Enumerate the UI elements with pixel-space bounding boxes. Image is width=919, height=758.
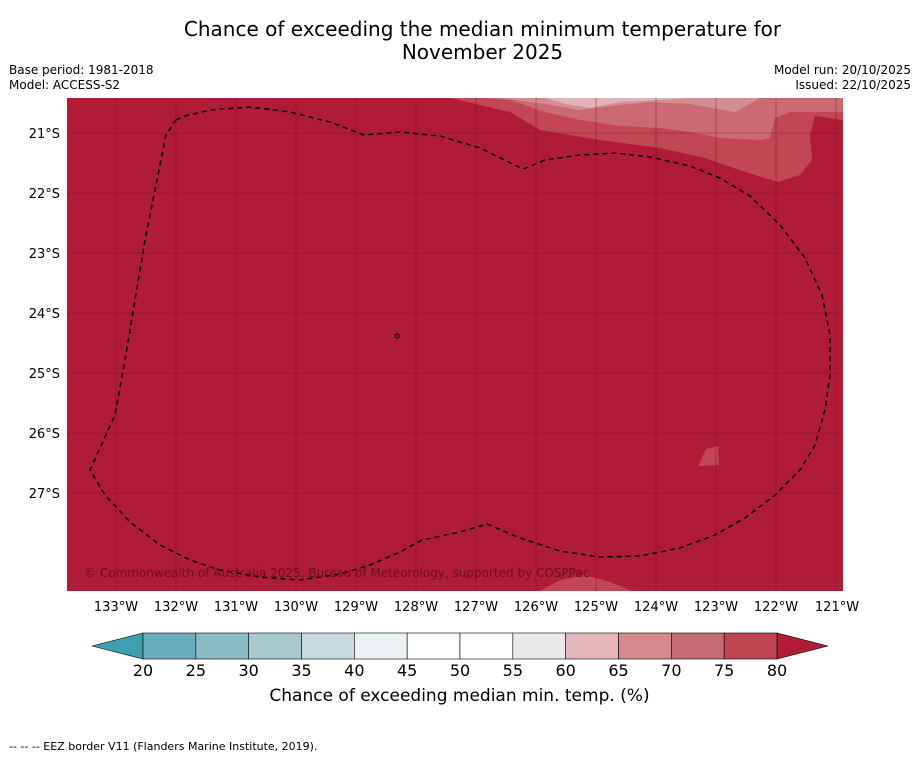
map-title: Chance of exceeding the median minimum t… [90,18,875,64]
colorbar-tick-label: 80 [767,661,787,680]
lon-label: 123°W [694,600,738,615]
colorbar-tick-label: 30 [238,661,258,680]
colorbar-segments [142,632,778,660]
patch-75-80 [698,446,719,466]
lon-labels: 133°W 132°W 131°W 130°W 129°W 128°W 127°… [94,600,859,615]
lat-label: 26°S [29,427,60,442]
eez-footer-note: -- -- -- EEZ border V11 (Flanders Marine… [9,740,318,753]
colorbar-segment [459,632,514,660]
lon-label: 129°W [334,600,378,615]
lon-label: 131°W [214,600,258,615]
lon-label: 130°W [274,600,318,615]
lat-label: 27°S [29,487,60,502]
colorbar-tick-label: 75 [714,661,734,680]
colorbar-tick-label: 55 [503,661,523,680]
model-run: Model run: 20/10/2025 [773,63,911,77]
meta-left: Base period: 1981-2018 Model: ACCESS-S2 [9,63,154,93]
lon-label: 125°W [574,600,618,615]
issued-date: Issued: 22/10/2025 [795,78,911,92]
model-name: Model: ACCESS-S2 [9,78,121,92]
eez-border [89,106,831,581]
colorbar-segment [723,632,778,660]
island-marker [394,333,400,339]
lon-label: 124°W [634,600,678,615]
lat-label: 25°S [29,367,60,382]
colorbar-high-extend [776,632,829,660]
title-line-2: November 2025 [401,40,564,64]
band-70-75 [480,98,843,140]
map-area: © Commonwealth of Australia 2025, Bureau… [29,98,859,615]
colorbar-tick-label: 60 [555,661,575,680]
colorbar-tick-label: 45 [397,661,417,680]
colorbar-label: Chance of exceeding median min. temp. (%… [269,686,650,706]
meta-right: Model run: 20/10/2025 Issued: 22/10/2025 [774,63,911,93]
colorbar-tick-label: 35 [291,661,311,680]
colorbar-segment [248,632,302,660]
colorbar-segment [195,632,249,660]
base-period: Base period: 1981-2018 [9,63,154,77]
colorbar-segment [354,632,408,660]
lat-label: 22°S [29,187,60,202]
colorbar-tick-label: 20 [133,661,153,680]
gridlines [67,98,843,591]
lon-label: 133°W [94,600,138,615]
colorbar-ticks: 20 25 30 35 40 45 50 55 60 65 70 75 80 [133,661,787,680]
title-line-1: Chance of exceeding the median minimum t… [183,17,782,41]
probability-field [67,98,843,591]
lat-label: 21°S [29,127,60,142]
colorbar-segment [512,632,566,660]
lon-label: 132°W [154,600,198,615]
colorbar-tick-label: 40 [344,661,364,680]
colorbar-segment [671,632,725,660]
colorbar-segment [301,632,355,660]
lon-label: 127°W [454,600,498,615]
lon-label: 121°W [815,600,859,615]
colorbar-tick-label: 50 [450,661,470,680]
band-60-65 [545,98,690,108]
lat-label: 24°S [29,307,60,322]
colorbar-tick-label: 70 [661,661,681,680]
colorbar-segment [142,632,197,660]
colorbar-tick-label: 65 [608,661,628,680]
lon-label: 122°W [754,600,798,615]
colorbar-segment [406,632,461,660]
lat-labels: 21°S 22°S 23°S 24°S 25°S 26°S 27°S [29,127,60,502]
colorbar-low-extend [91,632,144,660]
colorbar-tick-label: 25 [186,661,206,680]
lon-label: 128°W [394,600,438,615]
lat-label: 23°S [29,247,60,262]
colorbar-segment [618,632,672,660]
lon-label: 126°W [514,600,558,615]
colorbar: 20 25 30 35 40 45 50 55 60 65 70 75 80 [91,632,829,680]
bottom-patch [540,575,632,591]
copyright-text: © Commonwealth of Australia 2025, Bureau… [84,566,589,580]
colorbar-segment [565,632,619,660]
